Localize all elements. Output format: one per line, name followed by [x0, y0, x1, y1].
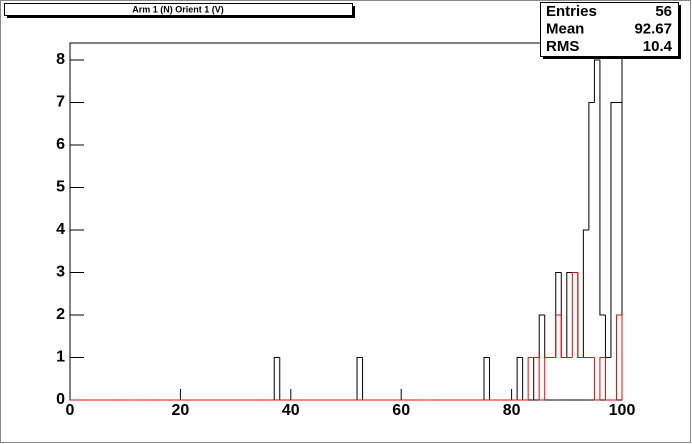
histogram-bin	[577, 272, 584, 358]
x-tick-label: 100	[609, 402, 636, 419]
histogram-bin	[604, 357, 611, 401]
histogram-bin	[616, 102, 623, 400]
chart-title: Arm 1 (N) Orient 1 (V)	[132, 4, 224, 14]
histogram-bin	[566, 272, 573, 358]
histogram-bin	[560, 315, 567, 358]
histogram-bin	[588, 102, 595, 230]
histogram-bin	[615, 314, 623, 400]
x-tick-label: 40	[282, 402, 300, 419]
y-tick-label: 0	[56, 391, 65, 408]
y-tick-label: 8	[56, 51, 65, 68]
y-tick-label: 5	[56, 179, 65, 196]
histogram-bin	[555, 314, 562, 358]
histogram-bin	[273, 357, 280, 400]
x-tick-label: 20	[172, 402, 190, 419]
y-tick-label: 3	[56, 264, 65, 281]
histogram-bin	[610, 102, 617, 358]
plot-frame	[69, 42, 623, 401]
y-tick-label: 7	[56, 94, 65, 111]
histogram-bin	[544, 357, 551, 400]
histogram-bin	[582, 229, 589, 358]
stat-value: 92.67	[634, 20, 672, 37]
y-tick-label: 2	[56, 306, 65, 323]
stats-box	[540, 2, 679, 57]
histogram-bin	[356, 357, 363, 400]
histogram-bin	[599, 357, 606, 400]
histogram-bin	[527, 357, 534, 400]
y-tick-label: 4	[56, 221, 65, 238]
y-tick-label: 6	[56, 136, 65, 153]
stat-label: Mean	[546, 20, 584, 37]
histogram-bin	[599, 60, 606, 316]
x-tick-label: 60	[392, 402, 410, 419]
histogram-bin	[538, 357, 545, 401]
histogram-bin	[593, 357, 600, 401]
stat-value: 56	[655, 3, 672, 20]
stat-value: 10.4	[643, 38, 673, 55]
x-tick-label: 80	[503, 402, 521, 419]
histogram-bin	[571, 272, 578, 358]
histogram-bin	[516, 357, 523, 400]
histogram-bin	[538, 314, 545, 358]
y-tick-label: 1	[56, 349, 65, 366]
stat-label: Entries	[546, 3, 597, 20]
histogram-bin	[593, 59, 600, 103]
stat-label: RMS	[546, 38, 579, 55]
title-box	[4, 3, 353, 16]
x-tick-label: 0	[66, 402, 75, 419]
histogram-bin	[483, 357, 490, 400]
